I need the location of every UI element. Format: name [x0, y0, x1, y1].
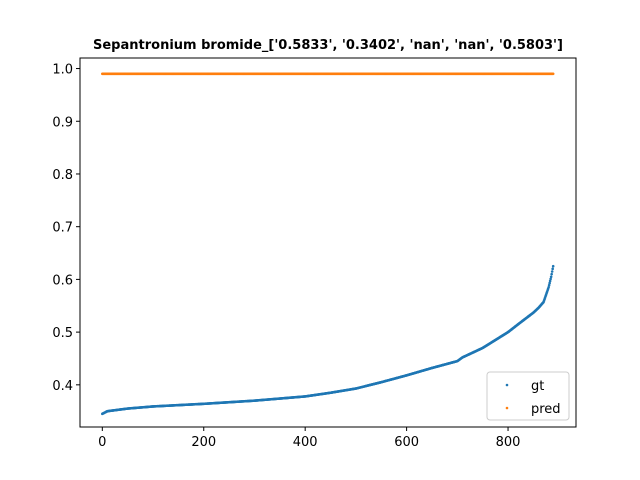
- x-tick-label: 600: [394, 435, 419, 450]
- chart-title: Sepantronium bromide_['0.5833', '0.3402'…: [93, 38, 563, 53]
- y-tick-label: 1.0: [52, 63, 73, 78]
- x-tick-label: 400: [293, 435, 318, 450]
- point-gt: [550, 270, 554, 273]
- legend-label-pred: pred: [531, 402, 561, 417]
- plot-frame: [79, 57, 577, 428]
- point-pred: [551, 72, 555, 76]
- point-gt: [549, 277, 552, 281]
- point-gt: [551, 264, 555, 268]
- y-tick-label: 0.9: [52, 115, 73, 130]
- y-tick-label: 0.4: [52, 379, 73, 394]
- legend-marker-gt: [505, 383, 509, 387]
- x-tick-label: 800: [496, 435, 521, 450]
- y-tick-label: 0.7: [52, 221, 73, 236]
- points-layer: [101, 72, 555, 416]
- series-pred: [101, 72, 555, 76]
- y-tick-label: 0.6: [52, 273, 73, 288]
- series-gt: [101, 264, 555, 416]
- y-tick-label: 0.8: [52, 168, 73, 183]
- x-axis: 0 200 400 600 800: [98, 427, 520, 450]
- point-gt: [548, 279, 552, 283]
- point-gt: [548, 281, 551, 285]
- legend-label-gt: gt: [531, 379, 544, 394]
- x-tick-label: 0: [98, 435, 106, 450]
- legend-marker-pred: [505, 406, 509, 410]
- legend: gt pred: [486, 371, 570, 421]
- point-gt: [547, 286, 550, 289]
- point-gt: [551, 267, 554, 271]
- y-axis: 0.4 0.5 0.6 0.7 0.8 0.9 1.0: [52, 63, 80, 394]
- point-gt: [547, 283, 551, 287]
- point-gt: [550, 272, 553, 276]
- y-tick-label: 0.5: [52, 326, 73, 341]
- x-tick-label: 200: [191, 435, 216, 450]
- point-gt: [549, 275, 553, 279]
